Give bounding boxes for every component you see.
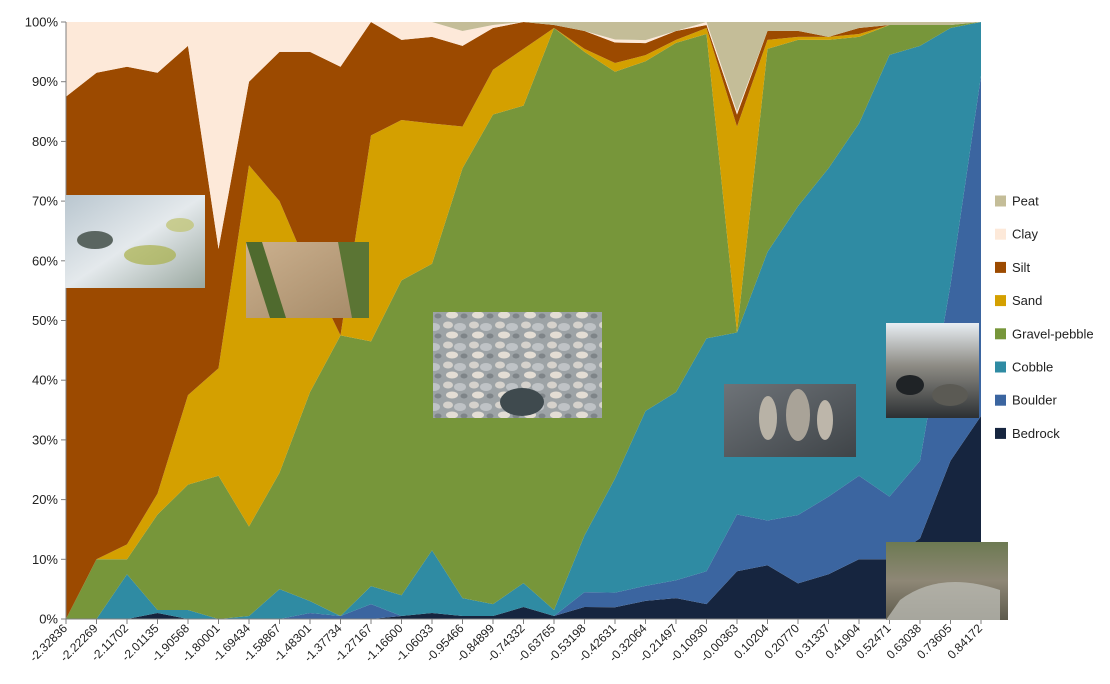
legend-label-bedrock: Bedrock xyxy=(1012,426,1060,441)
x-axis-ticks: -2.32836-2.22269-2.11702-2.01135-1.90568… xyxy=(27,619,986,665)
legend-swatch-boulder xyxy=(995,394,1006,406)
y-tick-label: 10% xyxy=(32,552,58,567)
y-tick-label: 80% xyxy=(32,134,58,149)
legend-swatch-silt xyxy=(995,261,1006,273)
y-tick-label: 30% xyxy=(32,432,58,447)
y-tick-label: 90% xyxy=(32,74,58,89)
legend-label-peat: Peat xyxy=(1012,194,1039,209)
legend-label-boulder: Boulder xyxy=(1012,393,1057,408)
legend-label-sand: Sand xyxy=(1012,293,1042,308)
legend-label-gravel-pebble: Gravel-pebble xyxy=(1012,326,1094,341)
legend-swatch-clay xyxy=(995,228,1006,240)
shallow-water-algae-photo xyxy=(65,195,205,288)
area-silt xyxy=(66,22,981,619)
legend-label-cobble: Cobble xyxy=(1012,360,1053,375)
area-sand xyxy=(66,22,981,619)
boulder-stream-photo xyxy=(886,323,979,418)
gravel-pebble-photo xyxy=(433,312,602,418)
legend-swatch-sand xyxy=(995,295,1006,307)
cobble-rocks-photo xyxy=(724,384,856,457)
y-tick-label: 100% xyxy=(25,15,59,30)
legend-swatch-bedrock xyxy=(995,427,1006,439)
area-peat xyxy=(66,22,981,112)
y-tick-label: 50% xyxy=(32,313,58,328)
sandy-streambed-photo xyxy=(246,242,369,318)
y-tick-label: 40% xyxy=(32,373,58,388)
bedrock-stream-photo xyxy=(886,542,1008,620)
y-tick-label: 0% xyxy=(39,612,58,627)
y-tick-label: 70% xyxy=(32,194,58,209)
legend-swatch-gravel-pebble xyxy=(995,328,1006,340)
legend-swatch-peat xyxy=(995,195,1006,207)
y-tick-label: 20% xyxy=(32,492,58,507)
area-cobble xyxy=(66,22,981,619)
x-tick-label: 0.84172 xyxy=(945,621,986,662)
area-clay xyxy=(66,22,981,249)
legend-label-silt: Silt xyxy=(1012,260,1030,275)
legend-label-clay: Clay xyxy=(1012,227,1039,242)
y-tick-label: 60% xyxy=(32,253,58,268)
legend-swatch-cobble xyxy=(995,361,1006,373)
legend: Peat Clay Silt Sand Gravel-pebble Cobble Bould… xyxy=(995,194,1094,441)
y-axis-ticks: 0% 10% 20% 30% 40% 50% 60% 70% 80% 90% 100% xyxy=(25,15,66,627)
